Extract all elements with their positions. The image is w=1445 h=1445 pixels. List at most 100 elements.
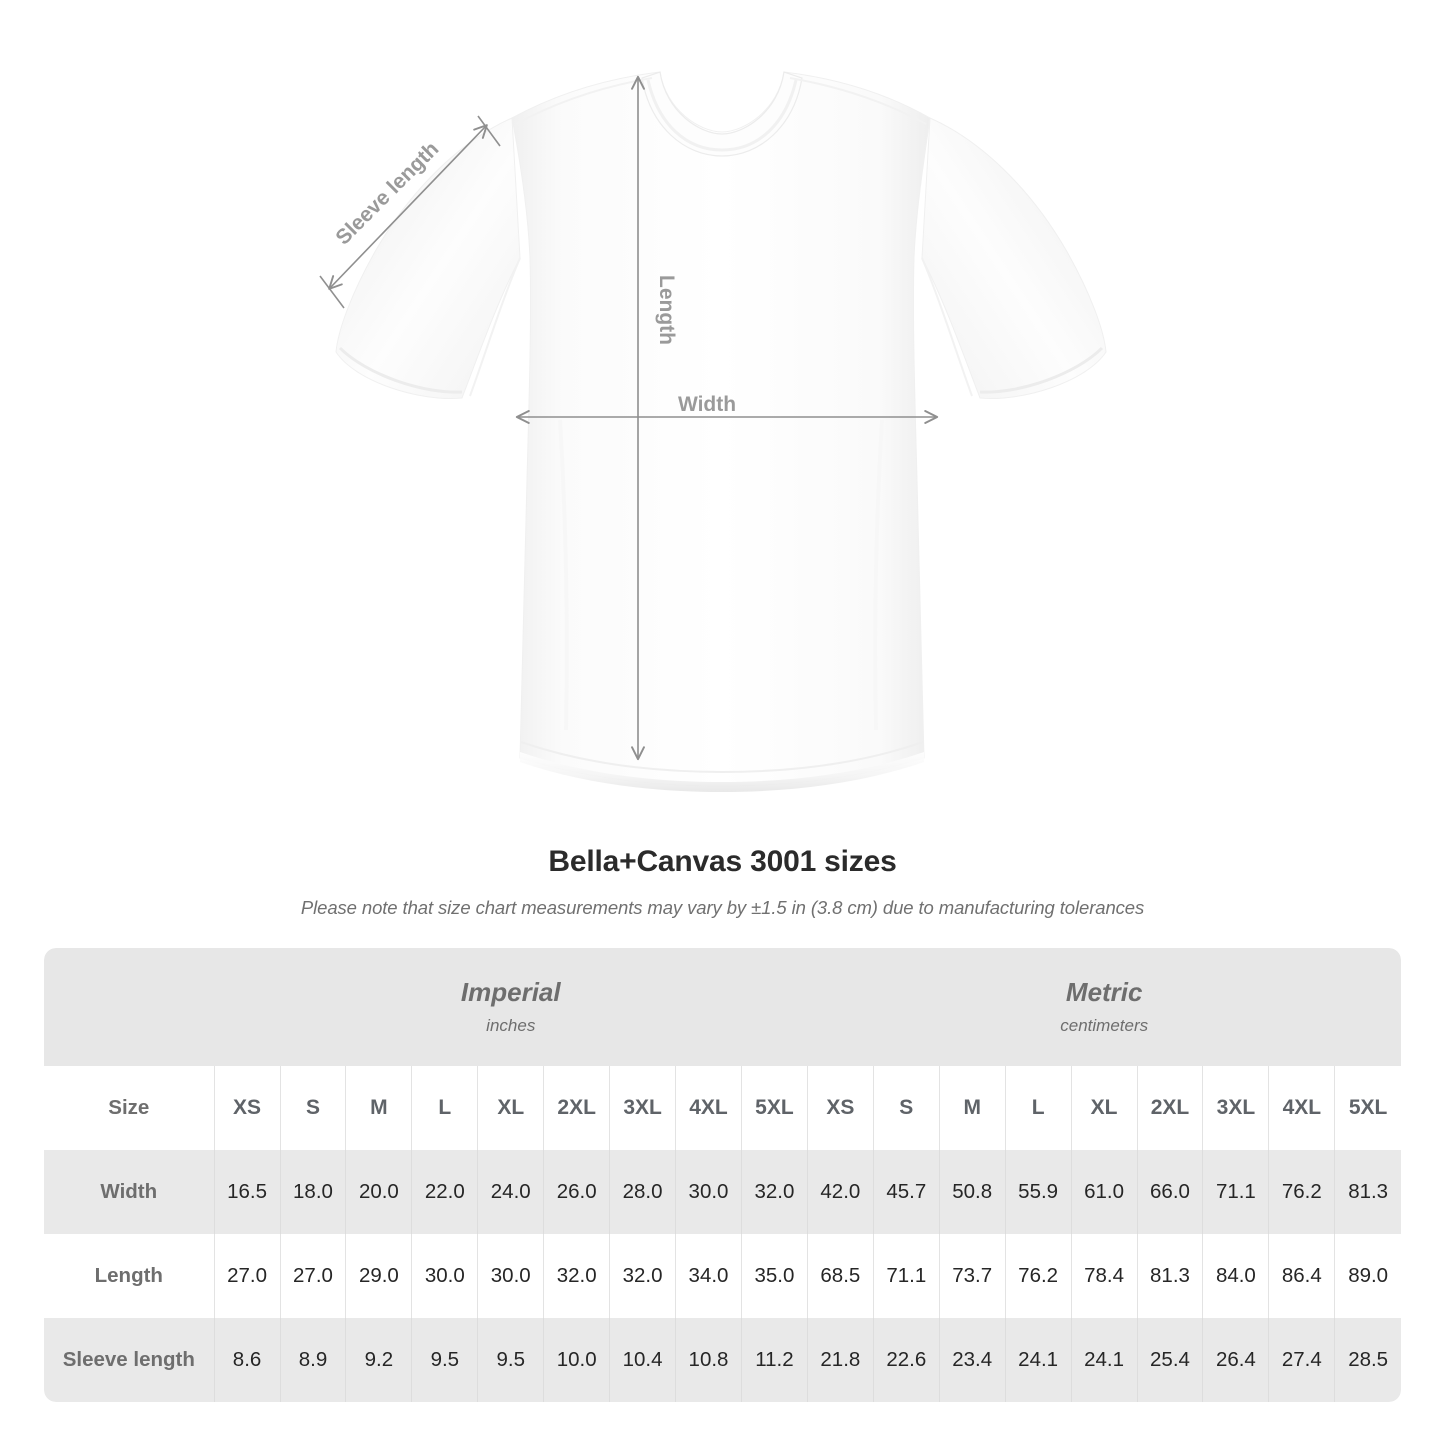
cell-metric: 81.3 <box>1334 1150 1401 1234</box>
cell-imperial: 30.0 <box>477 1234 544 1318</box>
cell-value: 25.4 <box>1150 1348 1190 1371</box>
cell-value: 10.4 <box>622 1348 663 1371</box>
row-label-cell: Length <box>44 1234 215 1318</box>
cell-metric: 71.1 <box>872 1234 940 1318</box>
cell-imperial: 9.5 <box>411 1318 478 1402</box>
size-header-imperial-XL: XL <box>477 1066 544 1150</box>
cell-value: 26.0 <box>556 1180 597 1203</box>
size-corner-label: Size <box>44 1066 215 1150</box>
cell-value: 61.0 <box>1084 1180 1124 1203</box>
cell-imperial: 27.0 <box>279 1234 346 1318</box>
cell-value: 55.9 <box>1018 1180 1059 1203</box>
cell-value: 23.4 <box>952 1348 993 1371</box>
cell-value: 10.0 <box>556 1348 597 1371</box>
cell-imperial: 32.0 <box>609 1234 676 1318</box>
tshirt-illustration <box>335 71 1107 792</box>
cell-value: 86.4 <box>1281 1264 1322 1287</box>
cell-metric: 81.3 <box>1136 1234 1203 1318</box>
cell-value: 42.0 <box>820 1180 861 1203</box>
size-chart-table: Imperial inches Metric centimeters Size XS S M L… <box>44 948 1401 1402</box>
size-header-text: 5XL <box>755 1096 794 1119</box>
cell-metric: 55.9 <box>1004 1150 1072 1234</box>
size-header-metric-L: L <box>1004 1066 1072 1150</box>
cell-metric: 28.5 <box>1334 1318 1401 1402</box>
cell-value: 68.5 <box>820 1264 861 1287</box>
cell-value: 81.3 <box>1150 1264 1190 1287</box>
cell-value: 84.0 <box>1215 1264 1256 1287</box>
size-header-imperial-2XL: 2XL <box>543 1066 610 1150</box>
size-corner-text: Size <box>108 1096 150 1119</box>
size-header-metric-2XL: 2XL <box>1136 1066 1203 1150</box>
cell-value: 32.0 <box>622 1264 663 1287</box>
cell-value: 20.0 <box>358 1180 399 1203</box>
cell-value: 10.8 <box>688 1348 729 1371</box>
size-header-text: 4XL <box>689 1096 728 1119</box>
cell-imperial: 10.8 <box>675 1318 742 1402</box>
cell-metric: 61.0 <box>1070 1150 1138 1234</box>
row-label-text: Length <box>94 1264 163 1287</box>
cell-imperial: 22.0 <box>411 1150 478 1234</box>
cell-value: 22.6 <box>886 1348 927 1371</box>
cell-imperial: 28.0 <box>609 1150 676 1234</box>
cell-value: 22.0 <box>424 1180 465 1203</box>
size-header-imperial-4XL: 4XL <box>675 1066 742 1150</box>
cell-metric: 27.4 <box>1268 1318 1335 1402</box>
cell-imperial: 10.0 <box>543 1318 610 1402</box>
cell-value: 9.5 <box>430 1348 460 1371</box>
cell-metric: 73.7 <box>938 1234 1006 1318</box>
cell-value: 11.2 <box>755 1348 794 1371</box>
cell-value: 28.0 <box>622 1180 663 1203</box>
cell-value: 24.1 <box>1084 1348 1124 1371</box>
size-header-text: S <box>899 1096 914 1119</box>
cell-metric: 84.0 <box>1202 1234 1269 1318</box>
size-header-text: XS <box>826 1096 855 1119</box>
size-header-text: M <box>963 1096 981 1119</box>
cell-value: 27.4 <box>1281 1348 1322 1371</box>
cell-imperial: 34.0 <box>675 1234 742 1318</box>
size-header-text: 2XL <box>557 1096 596 1119</box>
unit-group-name: Imperial <box>460 977 561 1008</box>
size-header-imperial-XS: XS <box>213 1066 281 1150</box>
cell-value: 29.0 <box>358 1264 399 1287</box>
size-header-metric-XS: XS <box>806 1066 874 1150</box>
cell-imperial: 20.0 <box>345 1150 412 1234</box>
size-header-text: 3XL <box>623 1096 662 1119</box>
cell-value: 76.2 <box>1018 1264 1059 1287</box>
cell-imperial: 16.5 <box>213 1150 281 1234</box>
table-row: Width 16.5 18.0 20.0 22.0 24.0 26.0 28.0 30.0 32.… <box>44 1150 1401 1234</box>
cell-metric: 26.4 <box>1202 1318 1269 1402</box>
cell-value: 32.0 <box>556 1264 597 1287</box>
size-header-text: XS <box>233 1096 262 1119</box>
unit-group-metric: Metric centimeters <box>807 948 1401 1066</box>
cell-imperial: 9.2 <box>345 1318 412 1402</box>
cell-value: 28.5 <box>1348 1348 1389 1371</box>
unit-header-row: Imperial inches Metric centimeters <box>44 948 1401 1066</box>
cell-value: 21.8 <box>820 1348 861 1371</box>
cell-imperial: 30.0 <box>675 1150 742 1234</box>
size-header-imperial-S: S <box>279 1066 346 1150</box>
row-label-text: Sleeve length <box>62 1348 195 1371</box>
cell-value: 9.2 <box>364 1348 394 1371</box>
cell-imperial: 32.0 <box>543 1234 610 1318</box>
cell-imperial: 26.0 <box>543 1150 610 1234</box>
cell-metric: 50.8 <box>938 1150 1006 1234</box>
cell-value: 8.9 <box>298 1348 328 1371</box>
size-header-metric-4XL: 4XL <box>1268 1066 1335 1150</box>
cell-value: 45.7 <box>886 1180 927 1203</box>
cell-imperial: 18.0 <box>279 1150 346 1234</box>
cell-imperial: 10.4 <box>609 1318 676 1402</box>
unit-group-sub: centimeters <box>1060 1015 1149 1035</box>
row-label-cell: Width <box>44 1150 215 1234</box>
cell-value: 78.4 <box>1084 1264 1124 1287</box>
cell-value: 50.8 <box>952 1180 993 1203</box>
size-header-text: XL <box>1090 1096 1118 1119</box>
size-header-row: Size XS S M L XL 2XL 3XL 4XL 5XL XS S M L XL 2XL 3XL 4XL 5… <box>44 1066 1401 1150</box>
cell-value: 71.1 <box>886 1264 927 1287</box>
unit-group-sub: inches <box>486 1015 536 1035</box>
cell-value: 32.0 <box>754 1180 795 1203</box>
cell-metric: 78.4 <box>1070 1234 1138 1318</box>
size-header-imperial-3XL: 3XL <box>609 1066 676 1150</box>
cell-metric: 42.0 <box>806 1150 874 1234</box>
sleeve-cap-top <box>477 115 501 147</box>
unit-group-name: Metric <box>1065 977 1143 1008</box>
